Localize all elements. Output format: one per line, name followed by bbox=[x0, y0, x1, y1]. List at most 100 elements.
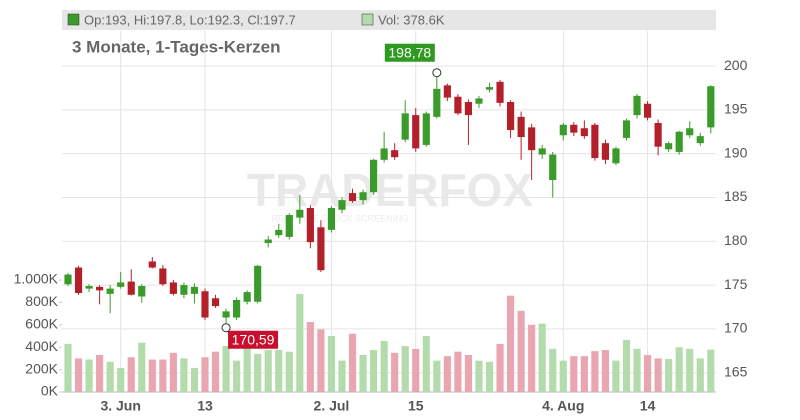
y-tick-label: 195 bbox=[724, 101, 748, 117]
candle-body bbox=[401, 113, 409, 140]
volume-bar bbox=[285, 351, 293, 392]
volume-bar bbox=[654, 358, 662, 392]
candle-body bbox=[222, 311, 230, 318]
volume-bar bbox=[233, 360, 241, 392]
candle-body bbox=[169, 282, 177, 294]
volume-bar bbox=[190, 367, 199, 392]
volume-bar bbox=[401, 346, 409, 392]
candle-body bbox=[464, 101, 473, 116]
y-tick-label: 190 bbox=[724, 144, 748, 160]
candle-body bbox=[422, 113, 430, 145]
candle-body bbox=[654, 123, 662, 147]
extreme-marker bbox=[221, 323, 231, 333]
volume-bar bbox=[106, 361, 114, 392]
volume-bar bbox=[475, 360, 483, 392]
volume-bar bbox=[254, 353, 262, 392]
watermark-tagline: REAL-TIME STOCK SCREENING bbox=[271, 213, 408, 223]
volume-bar bbox=[633, 348, 641, 392]
candle-body bbox=[96, 286, 104, 291]
x-tick-label: 15 bbox=[408, 398, 424, 414]
candle-body bbox=[348, 193, 357, 201]
volume-tick-label: 200K bbox=[25, 360, 58, 376]
volume-bar bbox=[612, 360, 620, 392]
candle-body bbox=[443, 85, 451, 98]
candle-body bbox=[665, 143, 673, 150]
candle-body bbox=[306, 207, 314, 243]
ohlc-legend-swatch bbox=[67, 13, 80, 26]
volume-bar bbox=[643, 355, 652, 392]
volume-legend-swatch bbox=[361, 13, 374, 26]
watermark: TRADERFOX bbox=[247, 164, 534, 216]
candle-body bbox=[296, 209, 304, 218]
volume-bar bbox=[85, 359, 93, 392]
candle-body bbox=[159, 268, 167, 285]
candle-body bbox=[233, 299, 241, 318]
volume-bar bbox=[359, 355, 367, 392]
volume-bar bbox=[454, 351, 462, 392]
candle-body bbox=[622, 120, 631, 138]
candle-body bbox=[148, 261, 156, 268]
volume-bar bbox=[243, 342, 251, 392]
candle-body bbox=[127, 281, 135, 295]
volume-tick-label: 400K bbox=[25, 338, 58, 354]
candle-body bbox=[243, 292, 251, 302]
volume-bar bbox=[117, 367, 125, 392]
volume-bar bbox=[464, 355, 473, 392]
candle-body bbox=[180, 285, 188, 295]
candle-body bbox=[633, 95, 641, 116]
candle-body bbox=[264, 239, 272, 244]
volume-bar bbox=[380, 341, 388, 392]
volume-bar bbox=[622, 339, 631, 392]
volume-bar bbox=[201, 357, 209, 392]
x-tick-label: 13 bbox=[197, 398, 213, 414]
volume-bar bbox=[485, 361, 494, 392]
volume-bar bbox=[348, 333, 357, 392]
y-tick-label: 180 bbox=[724, 232, 748, 248]
candle-body bbox=[559, 124, 567, 136]
candle-body bbox=[580, 128, 588, 137]
candle-body bbox=[517, 116, 525, 138]
candle-body bbox=[190, 286, 199, 294]
y-tick-label: 165 bbox=[724, 363, 748, 379]
volume-bar bbox=[327, 335, 336, 392]
candle-body bbox=[285, 215, 293, 237]
candle-body bbox=[528, 127, 536, 151]
volume-bar bbox=[370, 349, 378, 392]
candle-body bbox=[370, 159, 378, 193]
x-tick-label: 4. Aug bbox=[542, 398, 584, 414]
volume-bar bbox=[570, 356, 578, 392]
ohlc-header: Op:193, Hi:197.8, Lo:192.3, Cl:197.7 bbox=[84, 12, 296, 27]
volume-bar bbox=[169, 352, 177, 392]
candle-body bbox=[591, 124, 599, 159]
volume-bar bbox=[580, 356, 588, 392]
volume-tick-label: 600K bbox=[25, 315, 58, 331]
y-tick-label: 170 bbox=[724, 320, 748, 336]
volume-bar bbox=[686, 348, 694, 392]
candle-body bbox=[359, 192, 367, 201]
candle-body bbox=[707, 86, 715, 128]
y-tick-label: 200 bbox=[724, 57, 748, 73]
volume-bar bbox=[306, 321, 314, 392]
volume-bar bbox=[707, 349, 715, 392]
volume-tick-label: 800K bbox=[25, 293, 58, 309]
volume-bar bbox=[211, 351, 220, 392]
candle-body bbox=[106, 288, 114, 294]
volume-bar bbox=[127, 357, 135, 392]
candle-body bbox=[117, 282, 125, 287]
volume-tick-label: 0K bbox=[41, 383, 59, 399]
volume-bar bbox=[549, 348, 557, 392]
volume-bar bbox=[138, 342, 146, 392]
volume-bar bbox=[528, 324, 536, 392]
candle-body bbox=[391, 150, 399, 158]
volume-bar bbox=[591, 351, 599, 392]
volume-bar bbox=[675, 347, 683, 392]
candle-body bbox=[454, 96, 462, 114]
volume-bar bbox=[496, 343, 504, 392]
volume-bar bbox=[696, 358, 704, 392]
volume-bar bbox=[264, 349, 272, 392]
volume-bar bbox=[159, 359, 167, 392]
volume-bar bbox=[96, 355, 104, 392]
candle-body bbox=[412, 115, 420, 149]
y-tick-label: 185 bbox=[724, 188, 748, 204]
